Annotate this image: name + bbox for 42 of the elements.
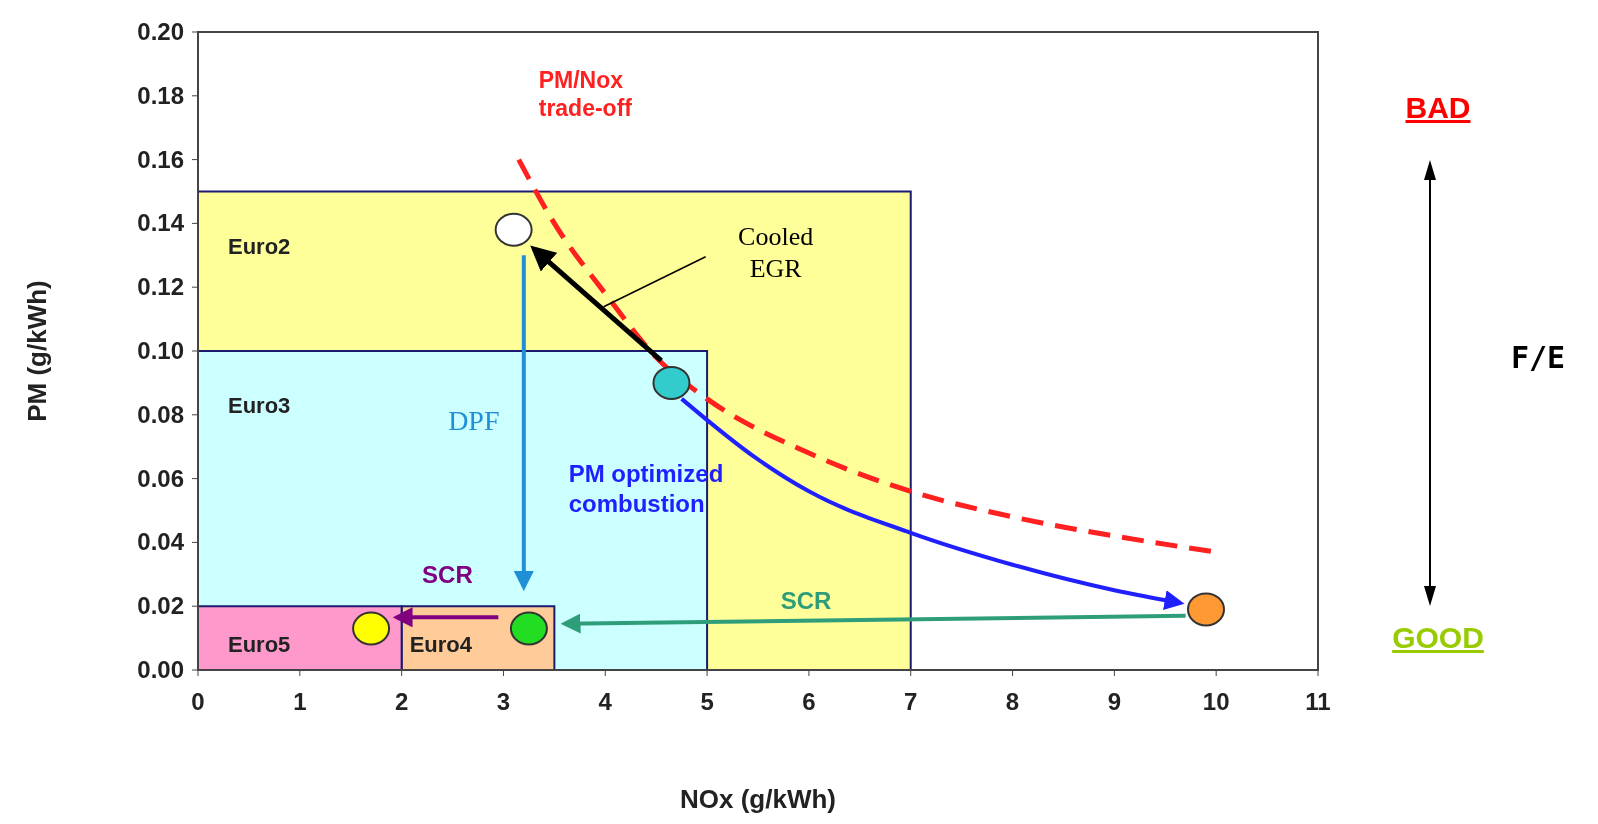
x-tick-label: 1: [293, 688, 307, 715]
point: [509, 611, 548, 646]
y-tick-label: 0.16: [137, 145, 184, 173]
text: GOOD: [1392, 621, 1484, 654]
x-tick-label: 5: [700, 688, 714, 715]
y-tick-label: 0.00: [137, 656, 184, 683]
y-tick-label: 0.12: [137, 273, 184, 301]
series-label: Euro3: [228, 393, 291, 418]
series-label: SCR: [780, 586, 832, 614]
x-tick-label: 7: [904, 688, 918, 715]
series-label: PM/Nox trade-off: [538, 66, 633, 122]
point: [352, 611, 391, 646]
point: [1187, 592, 1225, 627]
y-tick-label: 0.02: [137, 592, 184, 620]
x-tick-label: 4: [598, 688, 613, 715]
point: [494, 212, 533, 247]
x-tick-label: 9: [1107, 688, 1122, 715]
y-axis-title: PM (g/kWh): [22, 280, 52, 422]
y-tick-label: 0.18: [137, 81, 184, 109]
x-tick-label: 8: [1005, 688, 1020, 715]
series-label: DPF: [448, 405, 500, 437]
x-tick-label: 6: [802, 688, 816, 715]
text: BAD: [1405, 91, 1471, 124]
y-tick-label: 0.08: [137, 400, 184, 428]
y-tick-label: 0.10: [137, 337, 184, 364]
text: Cooled EGR: [738, 221, 814, 284]
point: [652, 365, 691, 400]
series-label: Euro5: [228, 632, 291, 658]
y-tick-label: 0.04: [137, 528, 185, 556]
series-label: Euro2: [228, 233, 291, 259]
x-tick-label: 3: [496, 688, 511, 715]
x-tick-label: 11: [1305, 688, 1331, 715]
series-label: SCR: [422, 561, 473, 589]
y-tick-label: 0.06: [137, 464, 184, 492]
x-tick-label: 2: [394, 688, 409, 715]
y-tick-label: 0.20: [137, 18, 184, 45]
x-tick-label: 10: [1202, 688, 1230, 715]
x-axis-title: NOx (g/kWh): [680, 784, 836, 814]
series-label: Euro4: [409, 632, 473, 658]
x-tick-label: 0: [191, 688, 205, 715]
text: F/E: [1510, 340, 1566, 375]
y-tick-label: 0.14: [137, 209, 185, 237]
